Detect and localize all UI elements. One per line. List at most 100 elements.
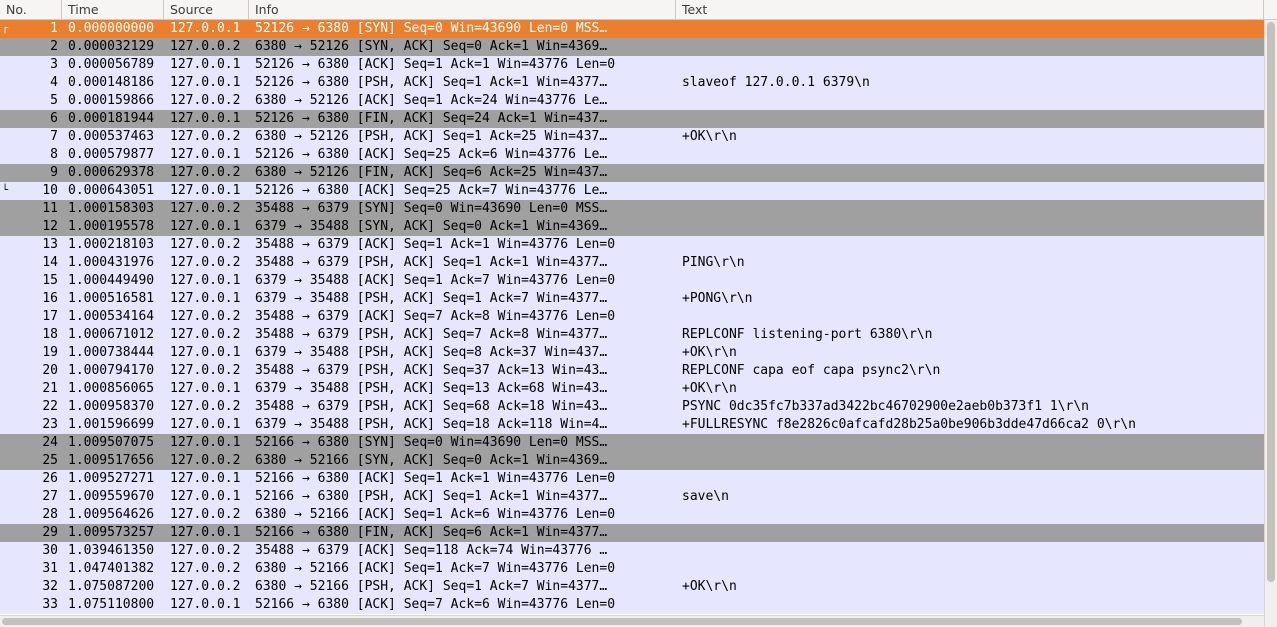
cell-text (676, 470, 1264, 488)
cell-no: 31 (0, 560, 62, 578)
cell-text (676, 596, 1264, 614)
table-row[interactable]: 80.000579877127.0.0.152126 → 6380 [ACK] … (0, 146, 1277, 164)
cell-info: 6379 → 35488 [PSH, ACK] Seq=8 Ack=37 Win… (249, 344, 676, 362)
table-row[interactable]: 321.075087200127.0.0.26380 → 52166 [PSH,… (0, 578, 1277, 596)
cell-text (676, 110, 1264, 128)
horizontal-scrollbar[interactable] (0, 615, 1264, 627)
cell-source: 127.0.0.2 (164, 578, 249, 596)
cell-text (676, 164, 1264, 182)
cell-no: 26 (0, 470, 62, 488)
cell-no: 22 (0, 398, 62, 416)
cell-info: 6380 → 52126 [PSH, ACK] Seq=1 Ack=25 Win… (249, 128, 676, 146)
table-row[interactable]: 191.000738444127.0.0.16379 → 35488 [PSH,… (0, 344, 1277, 362)
cell-text (676, 452, 1264, 470)
table-row[interactable]: 90.000629378127.0.0.26380 → 52126 [FIN, … (0, 164, 1277, 182)
column-header-text[interactable]: Text (676, 0, 1264, 19)
cell-source: 127.0.0.1 (164, 380, 249, 398)
cell-source: 127.0.0.1 (164, 470, 249, 488)
table-row[interactable]: 181.000671012127.0.0.235488 → 6379 [PSH,… (0, 326, 1277, 344)
cell-time: 1.000856065 (62, 380, 164, 398)
table-row[interactable]: 271.009559670127.0.0.152166 → 6380 [PSH,… (0, 488, 1277, 506)
cell-source: 127.0.0.1 (164, 110, 249, 128)
cell-no: 30 (0, 542, 62, 560)
table-row[interactable]: 211.000856065127.0.0.16379 → 35488 [PSH,… (0, 380, 1277, 398)
cell-no: 3 (0, 56, 62, 74)
cell-text (676, 56, 1264, 74)
cell-time: 0.000148186 (62, 74, 164, 92)
table-row[interactable]: 311.047401382127.0.0.26380 → 52166 [ACK]… (0, 560, 1277, 578)
cell-text (676, 542, 1264, 560)
vertical-scroll-thumb[interactable] (1267, 22, 1275, 582)
cell-no: 24 (0, 434, 62, 452)
cell-no: 25 (0, 452, 62, 470)
table-row[interactable]: 331.075110800127.0.0.152166 → 6380 [ACK]… (0, 596, 1277, 614)
table-row[interactable]: 221.000958370127.0.0.235488 → 6379 [PSH,… (0, 398, 1277, 416)
table-row[interactable]: 171.000534164127.0.0.235488 → 6379 [ACK]… (0, 308, 1277, 326)
table-row[interactable]: 291.009573257127.0.0.152166 → 6380 [FIN,… (0, 524, 1277, 542)
vertical-scrollbar[interactable] (1264, 20, 1277, 627)
column-header-source[interactable]: Source (164, 0, 249, 19)
table-row[interactable]: 20.000032129127.0.0.26380 → 52126 [SYN, … (0, 38, 1277, 56)
cell-no: 33 (0, 596, 62, 614)
table-row[interactable]: 131.000218103127.0.0.235488 → 6379 [ACK]… (0, 236, 1277, 254)
cell-text (676, 200, 1264, 218)
cell-info: 52126 → 6380 [PSH, ACK] Seq=1 Ack=1 Win=… (249, 74, 676, 92)
cell-time: 0.000181944 (62, 110, 164, 128)
cell-info: 52126 → 6380 [ACK] Seq=25 Ack=6 Win=4377… (249, 146, 676, 164)
cell-time: 1.009564626 (62, 506, 164, 524)
cell-source: 127.0.0.2 (164, 236, 249, 254)
table-row[interactable]: 201.000794170127.0.0.235488 → 6379 [PSH,… (0, 362, 1277, 380)
table-row[interactable]: 10└0.000643051127.0.0.152126 → 6380 [ACK… (0, 182, 1277, 200)
cell-source: 127.0.0.1 (164, 272, 249, 290)
cell-text (676, 182, 1264, 200)
cell-no: 11 (0, 200, 62, 218)
table-row[interactable]: 161.000516581127.0.0.16379 → 35488 [PSH,… (0, 290, 1277, 308)
cell-no: 18 (0, 326, 62, 344)
table-row[interactable]: 301.039461350127.0.0.235488 → 6379 [ACK]… (0, 542, 1277, 560)
table-row[interactable]: 231.001596699127.0.0.16379 → 35488 [PSH,… (0, 416, 1277, 434)
table-row[interactable]: 261.009527271127.0.0.152166 → 6380 [ACK]… (0, 470, 1277, 488)
table-row[interactable]: 111.000158303127.0.0.235488 → 6379 [SYN]… (0, 200, 1277, 218)
cell-time: 0.000643051 (62, 182, 164, 200)
table-row[interactable]: 1┌0.000000000127.0.0.152126 → 6380 [SYN]… (0, 20, 1277, 38)
cell-no: 7 (0, 128, 62, 146)
horizontal-scroll-thumb[interactable] (2, 618, 1242, 625)
table-row[interactable]: 121.000195578127.0.0.16379 → 35488 [SYN,… (0, 218, 1277, 236)
cell-no: 17 (0, 308, 62, 326)
cell-source: 127.0.0.1 (164, 74, 249, 92)
cell-source: 127.0.0.1 (164, 416, 249, 434)
cell-time: 1.075087200 (62, 578, 164, 596)
cell-time: 1.009507075 (62, 434, 164, 452)
cell-info: 6380 → 52166 [ACK] Seq=1 Ack=7 Win=43776… (249, 560, 676, 578)
cell-info: 52166 → 6380 [ACK] Seq=1 Ack=1 Win=43776… (249, 470, 676, 488)
cell-text (676, 146, 1264, 164)
cell-info: 6380 → 52126 [SYN, ACK] Seq=0 Ack=1 Win=… (249, 38, 676, 56)
cell-text: +OK\r\n (676, 380, 1264, 398)
table-row[interactable]: 30.000056789127.0.0.152126 → 6380 [ACK] … (0, 56, 1277, 74)
table-row[interactable]: 241.009507075127.0.0.152166 → 6380 [SYN]… (0, 434, 1277, 452)
cell-info: 6380 → 52166 [SYN, ACK] Seq=0 Ack=1 Win=… (249, 452, 676, 470)
table-row[interactable]: 141.000431976127.0.0.235488 → 6379 [PSH,… (0, 254, 1277, 272)
cell-info: 6380 → 52166 [ACK] Seq=1 Ack=6 Win=43776… (249, 506, 676, 524)
table-row[interactable]: 151.000449490127.0.0.16379 → 35488 [ACK]… (0, 272, 1277, 290)
cell-source: 127.0.0.2 (164, 308, 249, 326)
cell-no: 23 (0, 416, 62, 434)
cell-info: 6380 → 52126 [ACK] Seq=1 Ack=24 Win=4377… (249, 92, 676, 110)
table-row[interactable]: 281.009564626127.0.0.26380 → 52166 [ACK]… (0, 506, 1277, 524)
table-row[interactable]: 251.009517656127.0.0.26380 → 52166 [SYN,… (0, 452, 1277, 470)
table-row[interactable]: 50.000159866127.0.0.26380 → 52126 [ACK] … (0, 92, 1277, 110)
cell-source: 127.0.0.1 (164, 56, 249, 74)
cell-source: 127.0.0.2 (164, 254, 249, 272)
table-row[interactable]: 70.000537463127.0.0.26380 → 52126 [PSH, … (0, 128, 1277, 146)
column-header-info[interactable]: Info (249, 0, 676, 19)
cell-no: 8 (0, 146, 62, 164)
column-header-no[interactable]: No. (0, 0, 62, 19)
cell-info: 6380 → 52166 [PSH, ACK] Seq=1 Ack=7 Win=… (249, 578, 676, 596)
table-row[interactable]: 60.000181944127.0.0.152126 → 6380 [FIN, … (0, 110, 1277, 128)
table-row[interactable]: 40.000148186127.0.0.152126 → 6380 [PSH, … (0, 74, 1277, 92)
column-header-time[interactable]: Time (62, 0, 164, 19)
packet-rows-viewport[interactable]: 1┌0.000000000127.0.0.152126 → 6380 [SYN]… (0, 20, 1277, 627)
cell-no: 15 (0, 272, 62, 290)
cell-text (676, 38, 1264, 56)
packet-list-pane: No. Time Source Info Text 1┌0.0000000001… (0, 0, 1277, 627)
